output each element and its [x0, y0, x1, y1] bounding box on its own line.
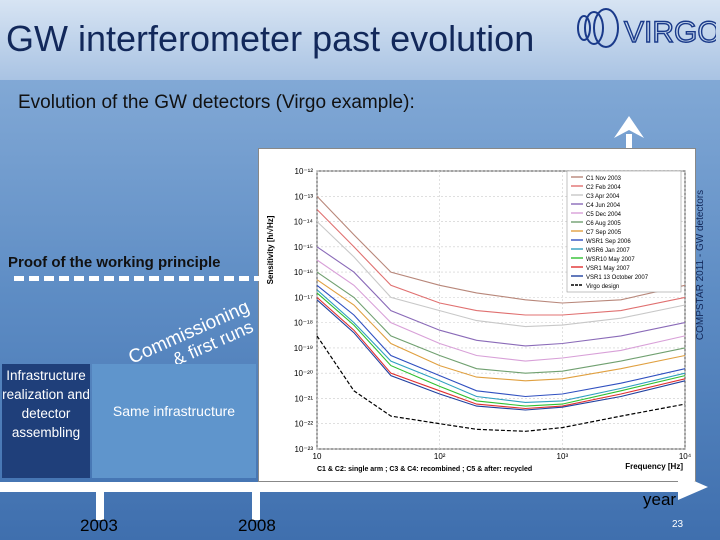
y-tick-label: 10⁻¹⁹	[294, 344, 313, 353]
proof-label: Proof of the working principle	[8, 254, 221, 271]
legend-box	[566, 170, 682, 293]
tick-2003	[96, 486, 104, 520]
same-infrastructure-text: Same infrastructure	[112, 403, 236, 419]
legend-entry: C5 Dec 2004	[586, 212, 622, 218]
series-line	[316, 284, 686, 398]
series-line	[316, 296, 686, 410]
x-tick-label: 10⁴	[679, 452, 692, 461]
virgo-logo: VIRGO	[577, 8, 716, 50]
legend-entry: VSR1 May 2007	[586, 266, 630, 272]
slide-title: GW interferometer past evolution	[6, 18, 535, 59]
y-tick-label: 10⁻¹⁷	[294, 293, 313, 302]
series-line	[316, 335, 686, 432]
legend-entry: C3 Apr 2004	[586, 194, 620, 200]
series-line	[316, 246, 686, 347]
timeline-arrow-icon	[678, 474, 708, 500]
x-axis-label: Frequency [Hz]	[625, 462, 683, 471]
side-label: COMPSTAR 2011 - GW detectors	[695, 189, 706, 341]
bullet-line: Evolution of the GW detectors (Virgo exa…	[14, 92, 415, 114]
legend-entry: WSR10 May 2007	[586, 257, 635, 263]
y-tick-label: 10⁻²²	[295, 420, 314, 429]
y-tick-label: 10⁻²⁰	[294, 369, 313, 378]
legend-entry: C2 Feb 2004	[586, 185, 621, 191]
series-line	[316, 271, 686, 374]
year-axis-label: year	[643, 490, 677, 509]
series-line	[316, 221, 686, 328]
y-tick-label: 10⁻²³	[295, 445, 314, 454]
infrastructure-text: Infrastructure realization and detector …	[2, 368, 90, 440]
y-tick-label: 10⁻²¹	[295, 394, 314, 403]
page-number: 23	[672, 519, 684, 530]
sensitivity-plot: 10⁻¹² 10⁻¹³ 10⁻¹⁴ 10⁻¹⁵ 10⁻¹⁶ 10⁻¹⁷ 10⁻¹⁸ 10⁻¹⁹…	[258, 148, 696, 482]
legend-entry: C7 Sep 2005	[586, 230, 622, 236]
y-tick-label: 10⁻¹³	[295, 192, 314, 201]
commissioning-text: Commissioning & first runs	[126, 297, 256, 370]
series-line	[316, 299, 686, 411]
legend-entry: VSR1 13 October 2007	[586, 275, 649, 281]
dashed-divider	[14, 276, 264, 281]
infrastructure-box: Infrastructure realization and detector …	[2, 364, 90, 478]
y-tick-label: 10⁻¹⁴	[294, 218, 314, 227]
bullet-text: Evolution of the GW detectors (Virgo exa…	[18, 92, 415, 113]
series-line	[316, 195, 686, 304]
legend-entry: C1 Nov 2003	[586, 176, 622, 182]
x-tick-label: 10³	[557, 452, 569, 461]
series-line	[316, 279, 686, 382]
legend-entry: WSR6 Jan 2007	[586, 248, 630, 254]
sensitivity-plot-svg: 10⁻¹² 10⁻¹³ 10⁻¹⁴ 10⁻¹⁵ 10⁻¹⁶ 10⁻¹⁷ 10⁻¹⁸ 10⁻¹⁹…	[266, 167, 692, 473]
series-line	[316, 289, 686, 403]
y-axis-label: Sensitivity [h/√Hz]	[266, 215, 275, 284]
legend-entry: Virgo design	[586, 284, 619, 290]
legend-entry: WSR1 Sep 2006	[586, 239, 631, 245]
y-tick-label: 10⁻¹⁸	[294, 319, 313, 328]
y-tick-label: 10⁻¹⁶	[294, 268, 313, 277]
year-2003-label: 2003	[80, 516, 118, 535]
up-arrow-icon	[614, 116, 644, 138]
y-tick-label: 10⁻¹⁵	[294, 243, 313, 252]
legend-entry: C4 Jun 2004	[586, 203, 621, 209]
series-line	[316, 292, 686, 407]
up-arrow-shaft	[626, 134, 632, 154]
y-tick-label: 10⁻¹²	[295, 167, 314, 176]
x-tick-label: 10²	[434, 452, 446, 461]
same-infrastructure-box	[92, 364, 256, 478]
chart-footnote: C1 & C2: single arm ; C3 & C4: recombine…	[317, 466, 532, 473]
tick-2008	[252, 486, 260, 520]
series-line	[316, 209, 686, 316]
series-line	[316, 259, 686, 362]
timeline-axis	[0, 482, 680, 492]
logo-text: VIRGO	[624, 16, 716, 49]
x-tick-label: 10	[313, 452, 322, 461]
legend-entry: C6 Aug 2005	[586, 221, 621, 227]
year-2008-label: 2008	[238, 516, 276, 535]
